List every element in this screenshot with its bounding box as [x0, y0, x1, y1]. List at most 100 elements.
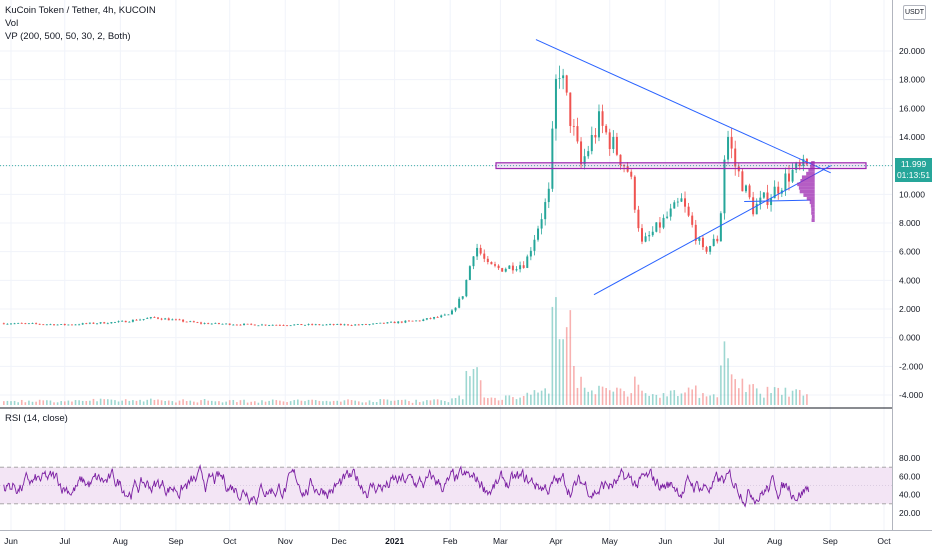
- volume-bar: [734, 379, 737, 405]
- candle-body: [307, 324, 310, 325]
- candle-body: [49, 324, 52, 326]
- vp-bar: [811, 211, 815, 215]
- x-tick-label: Feb: [443, 536, 458, 546]
- volume-bar: [257, 402, 260, 405]
- candle-body: [6, 323, 9, 325]
- candle-body: [422, 319, 425, 321]
- volume-bar: [781, 394, 783, 405]
- volume-bar: [415, 399, 417, 405]
- candle-body: [303, 324, 306, 326]
- candle-body: [458, 298, 461, 308]
- volume-bar: [3, 401, 5, 405]
- vp-legend[interactable]: VP (200, 500, 50, 30, 2, Both): [5, 31, 131, 42]
- volume-bar: [422, 401, 425, 405]
- candle-body: [540, 219, 543, 229]
- volume-bar: [451, 398, 453, 405]
- candle-body: [372, 323, 375, 325]
- volume-bar: [605, 388, 607, 405]
- volume-bar: [92, 398, 95, 405]
- volume-bar: [210, 400, 213, 405]
- volume-bar: [436, 399, 439, 405]
- volume-bar: [397, 399, 400, 405]
- volume-bar: [716, 397, 719, 405]
- candle-body: [562, 75, 565, 79]
- volume-bar: [268, 400, 270, 405]
- x-tick-label: Dec: [331, 536, 347, 546]
- candle-body: [508, 265, 511, 269]
- currency-badge[interactable]: USDT: [903, 5, 926, 20]
- volume-bar: [806, 394, 808, 405]
- volume-bar: [429, 400, 432, 405]
- candle-body: [433, 317, 436, 319]
- volume-bar: [476, 367, 478, 405]
- rsi-legend[interactable]: RSI (14, close): [5, 413, 68, 424]
- candle-body: [615, 136, 618, 155]
- candle-body: [648, 235, 651, 237]
- volume-bar: [691, 389, 693, 405]
- candle-body: [486, 258, 489, 262]
- candle-body: [407, 320, 410, 322]
- candle-body: [594, 135, 597, 138]
- volume-bar: [300, 400, 303, 405]
- volume-bar: [698, 397, 701, 405]
- candle-body: [67, 324, 70, 326]
- y-tick-label: -2.000: [899, 361, 923, 371]
- volume-bar: [207, 400, 209, 405]
- volume-bar: [189, 400, 192, 405]
- candle-body: [375, 323, 378, 324]
- candle-body: [619, 154, 622, 166]
- volume-bar: [110, 399, 113, 405]
- volume-bar: [225, 401, 227, 405]
- candle-body: [293, 324, 296, 326]
- candle-body: [443, 314, 446, 316]
- candle-body: [156, 317, 159, 319]
- volume-bar: [253, 401, 256, 405]
- candle-body: [490, 261, 493, 265]
- volume-bar: [160, 400, 163, 405]
- volume-bar: [81, 400, 84, 405]
- volume-bar: [418, 402, 421, 405]
- volume-bar: [60, 401, 62, 405]
- vp-bar: [806, 196, 815, 201]
- volume-bar: [465, 370, 468, 405]
- candle-body: [314, 324, 317, 326]
- volume-bar: [264, 401, 267, 405]
- volume-bar: [153, 399, 156, 405]
- volume-bar: [755, 388, 758, 405]
- volume-bar: [196, 402, 199, 405]
- candle-body: [235, 324, 238, 326]
- candle-body: [601, 111, 604, 126]
- volume-bar: [508, 395, 511, 405]
- candle-body: [612, 136, 615, 150]
- candle-body: [454, 307, 457, 311]
- volume-bar: [375, 402, 378, 405]
- volume-bar: [282, 401, 285, 405]
- volume-bar: [74, 400, 77, 405]
- candle-body: [31, 323, 34, 325]
- candle-body: [361, 324, 364, 325]
- candle-body: [185, 321, 188, 323]
- volume-bar: [458, 395, 460, 405]
- x-tick-label: Jul: [59, 536, 70, 546]
- candle-body: [633, 176, 636, 210]
- volume-bar: [157, 399, 159, 405]
- candle-body: [228, 323, 231, 325]
- volume-bar: [171, 401, 174, 405]
- volume-bar: [791, 390, 794, 405]
- candle-body: [38, 323, 41, 325]
- candle-body: [321, 324, 324, 326]
- candle-body: [217, 322, 220, 324]
- candle-body: [264, 324, 267, 326]
- vol-legend[interactable]: Vol: [5, 18, 19, 29]
- volume-bar: [705, 396, 708, 405]
- volume-bar: [13, 400, 16, 405]
- volume-bar: [737, 388, 740, 405]
- volume-bar: [587, 391, 590, 405]
- candle-body: [232, 324, 235, 326]
- volume-bar: [684, 392, 686, 405]
- volume-bar: [297, 399, 299, 405]
- symbol-legend[interactable]: KuCoin Token / Tether, 4h, KUCOIN: [5, 5, 156, 16]
- candle-body: [608, 132, 611, 150]
- y-tick-label: 14.000: [899, 132, 925, 142]
